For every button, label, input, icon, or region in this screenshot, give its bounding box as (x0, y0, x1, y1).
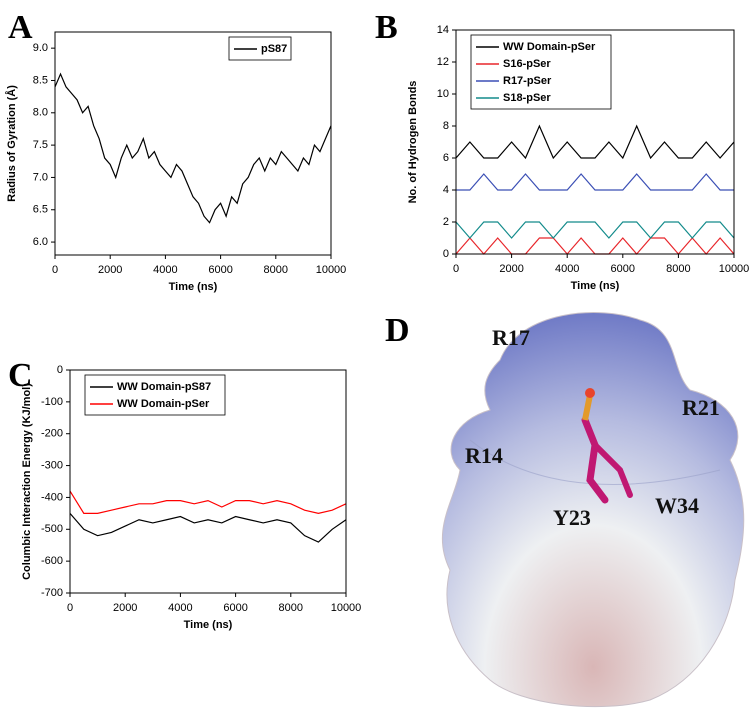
x-tick-label: 8000 (666, 263, 690, 275)
y-tick-label: 0 (443, 248, 449, 260)
legend-label: WW Domain-pSer (503, 41, 596, 53)
legend-label: pS87 (261, 43, 287, 55)
x-tick-label: 2000 (499, 263, 523, 275)
y-tick-label: 7.5 (33, 139, 48, 151)
legend-box (228, 36, 292, 61)
residue-label: W34 (655, 493, 699, 518)
plot-frame (455, 29, 735, 255)
x-tick-label: 6000 (208, 264, 232, 276)
y-tick-label: -600 (41, 555, 63, 567)
series-line (455, 237, 735, 255)
x-tick-label: 10000 (719, 263, 750, 275)
y-tick-label: 6.0 (33, 236, 48, 248)
x-tick-label: 0 (453, 263, 459, 275)
residue-label: Y23 (553, 505, 591, 530)
residue-label: R14 (465, 443, 503, 468)
series-line (455, 124, 735, 160)
y-tick-label: 10 (437, 88, 449, 100)
x-tick-label: 10000 (331, 602, 362, 614)
x-tick-label: 6000 (223, 602, 247, 614)
y-tick-label: 0 (57, 364, 63, 376)
x-tick-label: 4000 (153, 264, 177, 276)
legend-label: R17-pSer (503, 75, 552, 87)
y-tick-label: 6 (443, 152, 449, 164)
legend-label: S16-pSer (503, 58, 551, 70)
legend-label: WW Domain-pSer (117, 398, 210, 410)
y-tick-label: 7.0 (33, 171, 48, 183)
y-tick-label: 4 (443, 184, 449, 196)
x-tick-label: 6000 (611, 263, 635, 275)
x-tick-label: 2000 (98, 264, 122, 276)
phosphate (585, 388, 595, 398)
x-axis-label: Time (ns) (184, 619, 233, 631)
x-tick-label: 4000 (168, 602, 192, 614)
residue-label: R17 (492, 325, 530, 350)
y-tick-label: 14 (437, 24, 449, 36)
legend-box (84, 374, 226, 416)
plot-frame (54, 31, 332, 256)
molecular-surface (441, 312, 745, 708)
legend-label: WW Domain-pS87 (117, 381, 211, 393)
y-tick-label: 6.5 (33, 204, 48, 216)
x-tick-label: 10000 (316, 264, 347, 276)
y-tick-label: -700 (41, 587, 63, 599)
y-tick-label: 8.5 (33, 74, 48, 86)
y-tick-label: 8.0 (33, 107, 48, 119)
series-line (69, 512, 347, 543)
residue-label: R21 (682, 395, 720, 420)
panel-label: C (8, 357, 33, 394)
series-line (69, 490, 347, 514)
y-tick-label: -300 (41, 459, 63, 471)
x-tick-label: 4000 (555, 263, 579, 275)
x-tick-label: 0 (52, 264, 58, 276)
x-axis-label: Time (ns) (571, 280, 620, 292)
panel-label: B (375, 9, 398, 46)
y-tick-label: -100 (41, 396, 63, 408)
series-line (455, 221, 735, 239)
y-axis-label: No. of Hydrogen Bonds (407, 81, 419, 204)
x-axis-label: Time (ns) (169, 281, 218, 293)
panel-label: D (385, 312, 410, 349)
y-tick-label: -200 (41, 428, 63, 440)
y-tick-label: -500 (41, 523, 63, 535)
series-line (54, 72, 332, 224)
y-tick-label: 9.0 (33, 42, 48, 54)
y-tick-label: 8 (443, 120, 449, 132)
y-tick-label: -400 (41, 491, 63, 503)
plot-frame (69, 369, 347, 594)
x-tick-label: 8000 (279, 602, 303, 614)
y-tick-label: 12 (437, 56, 449, 68)
series-line (456, 173, 734, 191)
y-tick-label: 2 (443, 216, 449, 228)
x-tick-label: 0 (67, 602, 73, 614)
y-axis-label: Radius of Gyration (Å) (5, 85, 18, 202)
panel-label: A (8, 9, 33, 46)
x-tick-label: 2000 (113, 602, 137, 614)
legend-label: S18-pSer (503, 92, 551, 104)
y-axis-label: Columbic Interaction Energy (KJ/mol) (21, 383, 33, 580)
x-tick-label: 8000 (264, 264, 288, 276)
